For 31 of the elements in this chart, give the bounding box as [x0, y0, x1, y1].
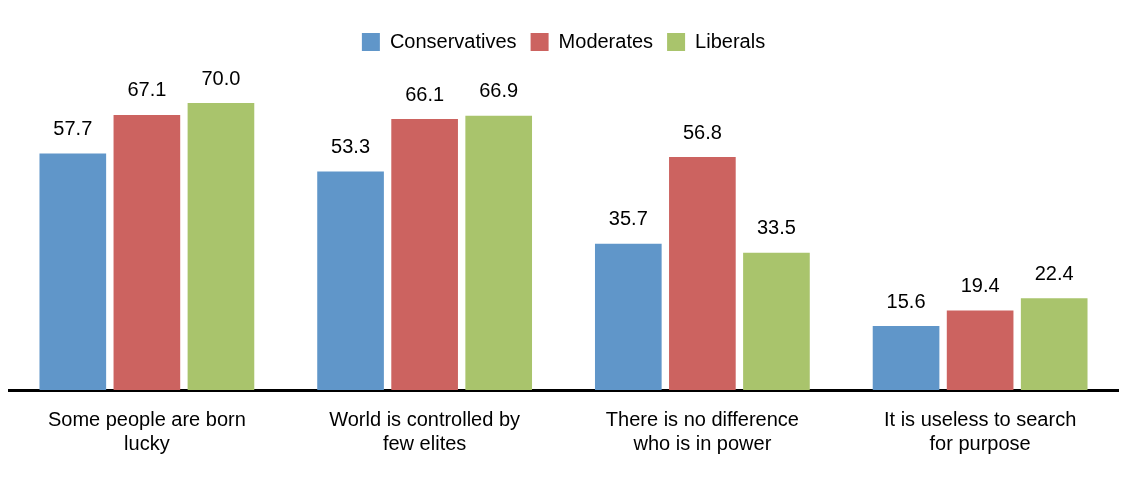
data-label: 57.7 [53, 116, 93, 139]
bar [39, 153, 107, 390]
x-tick-label: There is no difference who is in power [605, 407, 799, 454]
data-label: 15.6 [886, 289, 926, 312]
bar [743, 252, 810, 390]
data-label: 67.1 [127, 78, 167, 101]
data-label: 19.4 [960, 273, 1000, 296]
bar [465, 115, 533, 390]
bar [594, 243, 662, 390]
bar [946, 310, 1014, 390]
bar [1020, 298, 1088, 390]
x-tick-label: Some people are born lucky [47, 407, 246, 454]
data-label: 56.8 [682, 120, 722, 143]
bar [113, 114, 181, 390]
bar [187, 103, 255, 390]
x-tick-label: It is useless to search for purpose [883, 407, 1077, 454]
data-label: 70.0 [201, 66, 241, 89]
legend-label: Moderates [558, 29, 654, 52]
bar [872, 326, 940, 390]
data-label: 35.7 [608, 207, 648, 230]
x-tick-label: World is controlled by few elites [329, 407, 521, 454]
legend-label: Liberals [695, 29, 766, 52]
legend-label: Conservatives [389, 29, 517, 52]
data-label: 22.4 [1034, 261, 1074, 284]
data-label: 66.1 [405, 82, 445, 105]
bar [669, 157, 736, 390]
data-label: 66.9 [479, 79, 519, 102]
bar [317, 171, 384, 390]
data-label: 33.5 [756, 216, 796, 239]
data-label: 53.3 [331, 134, 371, 157]
bar [391, 118, 458, 390]
